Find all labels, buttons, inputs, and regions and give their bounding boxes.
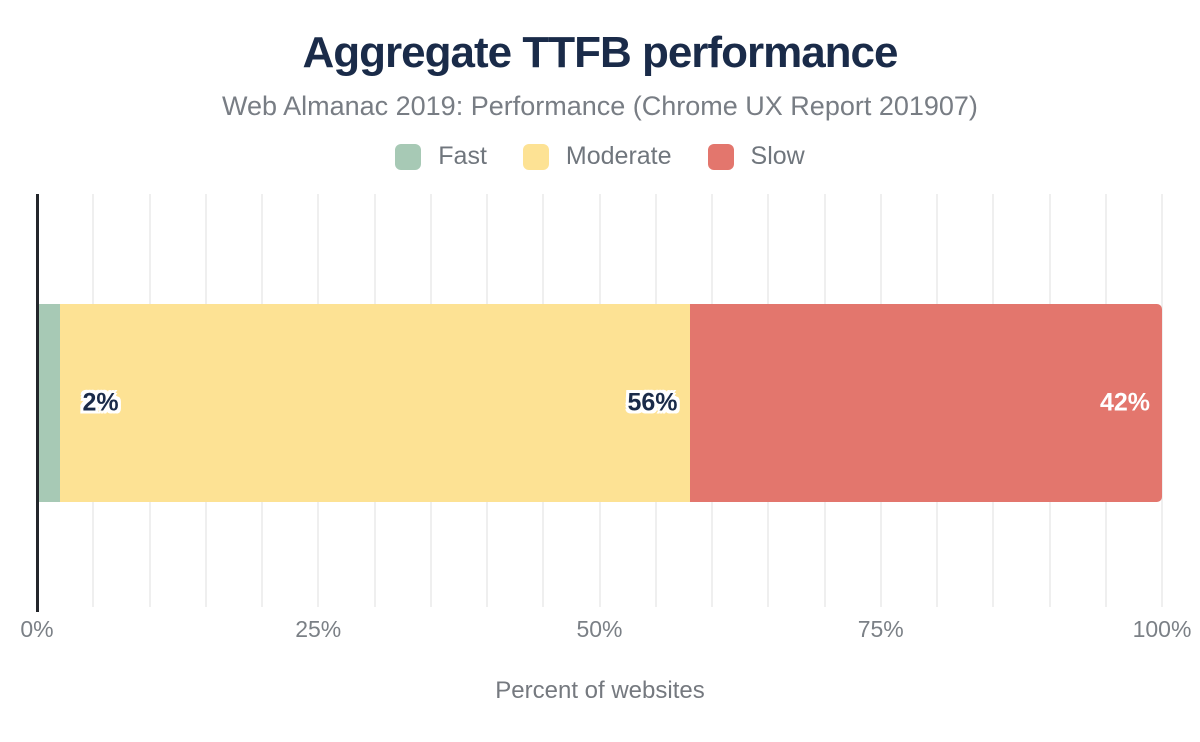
legend-swatch-moderate — [522, 143, 549, 170]
x-tick-label: 100% — [1132, 616, 1192, 642]
bar-label-slow: 42% — [1099, 388, 1150, 417]
bar-segment-slow — [689, 304, 1162, 502]
x-tick-label: 50% — [576, 616, 623, 642]
x-tick-label: 0% — [20, 616, 54, 642]
chart-subtitle: Web Almanac 2019: Performance (Chrome UX… — [222, 91, 978, 121]
legend-label: Moderate — [565, 142, 672, 170]
stacked-bar — [38, 304, 1162, 502]
x-axis-title: Percent of websites — [495, 677, 705, 704]
bar-label-fast: 2% — [82, 388, 119, 417]
y-axis-line — [36, 194, 39, 612]
plot-area: 2% 56% 42% — [36, 194, 1163, 612]
legend-swatch-slow — [707, 143, 734, 170]
legend-swatch-fast — [395, 143, 422, 170]
x-tick-label: 25% — [295, 616, 342, 642]
x-axis-ticks: 0% 25% 50% 75% 100% — [20, 616, 1191, 648]
chart-title: Aggregate TTFB performance — [302, 28, 899, 77]
legend-label: Fast — [438, 142, 487, 170]
bar-label-moderate: 56% — [627, 388, 678, 417]
legend: Fast Moderate Slow — [0, 142, 1200, 171]
x-tick-label: 75% — [857, 616, 904, 642]
bar-segment-moderate — [60, 304, 690, 502]
bar-segment-fast — [38, 304, 61, 502]
gridline — [1161, 194, 1163, 607]
legend-item-slow: Slow — [707, 142, 805, 171]
legend-label: Slow — [750, 142, 805, 170]
legend-item-fast: Fast — [395, 142, 487, 171]
legend-item-moderate: Moderate — [522, 142, 672, 171]
